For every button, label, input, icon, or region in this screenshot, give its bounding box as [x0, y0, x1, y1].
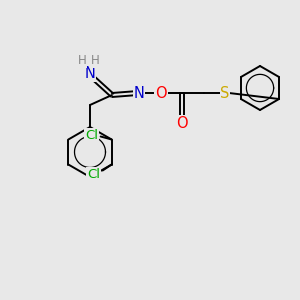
Text: O: O [176, 116, 188, 130]
Text: H: H [78, 55, 86, 68]
Text: S: S [220, 85, 230, 100]
Text: N: N [134, 85, 144, 100]
Text: H: H [91, 55, 99, 68]
Text: O: O [155, 85, 167, 100]
Text: Cl: Cl [87, 168, 100, 181]
Text: Cl: Cl [85, 129, 98, 142]
Text: N: N [85, 67, 95, 82]
